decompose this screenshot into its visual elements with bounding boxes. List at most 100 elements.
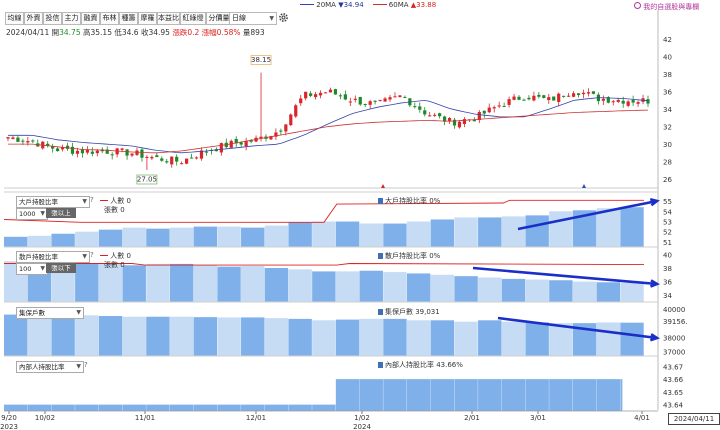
year-label: 2024: [353, 423, 371, 430]
candle-body: [105, 149, 109, 154]
candle-body: [433, 114, 437, 116]
candle-body: [447, 118, 452, 121]
ma20-value: ▼34.94: [338, 1, 364, 9]
bar-4: [335, 379, 360, 411]
bar-2: [620, 282, 644, 302]
toolbar-button-1[interactable]: 外資: [24, 12, 43, 25]
bar-1: [359, 223, 383, 247]
toolbar-button-3[interactable]: 主力: [62, 12, 81, 25]
candle-body: [363, 103, 367, 105]
candle-body: [646, 99, 650, 104]
chevron-down-icon: ▼: [76, 309, 81, 316]
candle-body: [80, 149, 85, 154]
panel1-y-tick: 51: [663, 239, 672, 247]
candle-body: [636, 102, 640, 104]
help-icon[interactable]: ?: [84, 361, 88, 369]
period-select[interactable]: 日線 ▼: [229, 12, 277, 25]
panel2-y-tick: 38: [663, 265, 672, 273]
panel1-y-tick: 54: [663, 208, 672, 216]
panel4-y-tick: 43.67: [663, 363, 683, 371]
panel1-select-value: 大戶持股比率: [19, 198, 58, 206]
close-value: 34.95: [148, 28, 170, 37]
toolbar-button-5[interactable]: 布林: [100, 12, 119, 25]
bar-3: [525, 322, 549, 356]
candle-body: [343, 94, 347, 100]
bar-3: [98, 316, 123, 356]
candle-body: [46, 143, 50, 146]
help-icon[interactable]: ?: [90, 251, 94, 259]
panel1-threshold-button[interactable]: 張以上: [46, 208, 76, 218]
panel1-series-swatch: [378, 198, 383, 204]
candle-body: [576, 93, 581, 96]
panel3-select-value: 集保戶數: [19, 309, 45, 317]
bar-4: [596, 379, 620, 411]
candle-body: [413, 106, 417, 108]
candle-body: [586, 92, 591, 94]
panel3-indicator-select[interactable]: 集保戶數 ▼: [16, 307, 84, 319]
bar-4: [241, 404, 265, 411]
help-icon[interactable]: ?: [90, 196, 94, 204]
candle-body: [259, 136, 263, 139]
bar-4: [501, 379, 526, 411]
candle-body: [269, 136, 273, 140]
bar-2: [406, 273, 431, 302]
bar-1: [501, 216, 526, 247]
bar-1: [217, 226, 241, 247]
bar-1: [572, 210, 597, 247]
candle-body: [542, 95, 546, 98]
candle-body: [299, 98, 303, 104]
bar-2: [312, 271, 336, 302]
bar-2: [75, 263, 99, 302]
candle-body: [601, 98, 605, 101]
bar-1: [335, 221, 360, 247]
panel4-series-label: 內部人持股比率 43.66%: [385, 361, 463, 369]
bar-4: [478, 379, 502, 411]
panel2-threshold-select[interactable]: 100 ▼: [16, 263, 48, 275]
bar-2: [169, 263, 194, 302]
current-date-box: 2024/04/11: [668, 413, 720, 425]
candle-body: [502, 105, 506, 107]
candle-body: [487, 107, 491, 113]
bar-4: [217, 404, 241, 411]
toolbar-button-9[interactable]: 紅綠燈: [180, 12, 206, 25]
panel1-indicator-select[interactable]: 大戶持股比率 ▼: [16, 196, 90, 208]
candle-body: [517, 96, 521, 100]
candle-body: [294, 105, 298, 117]
toolbar-button-7[interactable]: 摩羅: [138, 12, 157, 25]
candle-body: [95, 150, 99, 154]
candle-body: [289, 114, 293, 126]
event-marker: [582, 184, 586, 188]
candle-body: [403, 96, 407, 98]
change-label: 漲跌: [172, 28, 188, 37]
toolbar-button-6[interactable]: 種籌: [119, 12, 138, 25]
bar-1: [193, 226, 218, 247]
toolbar-button-0[interactable]: 均線: [5, 12, 24, 25]
bar-1: [264, 225, 289, 247]
panel1-threshold-select[interactable]: 1000 ▼: [16, 208, 48, 220]
price-y-tick: 26: [663, 176, 672, 184]
candle-body: [398, 95, 402, 97]
candle-body: [457, 121, 462, 128]
toolbar-button-2[interactable]: 投信: [43, 12, 62, 25]
gear-icon[interactable]: [278, 12, 289, 23]
my-watchlist-link[interactable]: 我的自選股與專欄: [634, 2, 699, 12]
panel4-indicator-select[interactable]: 內部人持股比率 ▼: [16, 361, 84, 373]
panel2-indicator-select[interactable]: 散戶持股比率 ▼: [16, 251, 90, 263]
price-y-tick: 40: [663, 53, 672, 61]
price-y-tick: 32: [663, 124, 672, 132]
candle-body: [26, 141, 30, 143]
candle-body: [70, 146, 75, 154]
bar-2: [359, 270, 383, 302]
toolbar-button-8[interactable]: 本益比: [157, 12, 180, 25]
x-tick-label: 12/01: [246, 414, 266, 422]
bar-1: [549, 211, 573, 247]
bar-4: [75, 404, 99, 411]
panel2-threshold-button[interactable]: 張以下: [46, 263, 76, 273]
high-label: 高: [83, 28, 91, 37]
candle-body: [170, 156, 174, 165]
toolbar-button-4[interactable]: 融資: [81, 12, 100, 25]
bar-4: [383, 379, 407, 411]
candle-body: [338, 95, 343, 97]
bar-1: [430, 219, 455, 247]
